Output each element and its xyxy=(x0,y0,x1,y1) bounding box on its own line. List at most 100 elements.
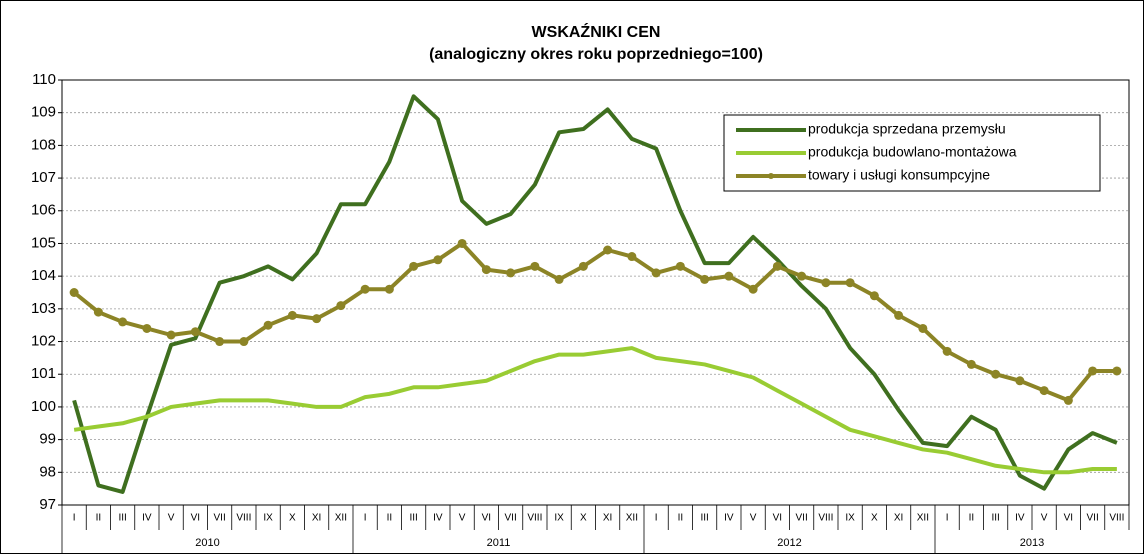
y-tick-label: 100 xyxy=(31,398,56,415)
x-tick-label: V xyxy=(168,513,175,524)
x-tick-label: IV xyxy=(433,513,443,524)
x-tick-label: VI xyxy=(191,513,200,524)
series-line xyxy=(73,346,1117,475)
point xyxy=(287,310,297,320)
x-tick-label: VIII xyxy=(1109,513,1124,524)
x-tick-label: VIII xyxy=(818,513,833,524)
x-tick-label: XI xyxy=(894,513,903,524)
x-tick-label: VII xyxy=(1087,513,1099,524)
x-tick-label: III xyxy=(409,513,417,524)
point xyxy=(991,369,1001,379)
point xyxy=(918,323,928,333)
y-tick-label: 103 xyxy=(31,300,56,317)
x-tick-label: VII xyxy=(214,513,226,524)
point xyxy=(1088,366,1098,376)
point xyxy=(506,268,516,278)
x-tick-label: IX xyxy=(554,513,564,524)
x-tick-label: XI xyxy=(603,513,612,524)
point xyxy=(433,255,443,265)
point xyxy=(69,288,79,297)
point xyxy=(481,265,491,275)
point xyxy=(724,271,734,281)
point xyxy=(1015,376,1025,386)
point xyxy=(190,327,200,337)
y-tick-label: 108 xyxy=(31,136,56,153)
x-tick-label: V xyxy=(459,513,466,524)
x-tick-label: X xyxy=(871,513,878,524)
x-tick-label: XII xyxy=(917,513,929,524)
x-tick-label: II xyxy=(387,513,393,524)
x-tick-label: XII xyxy=(335,513,347,524)
point xyxy=(966,359,976,369)
x-tick-label: IV xyxy=(1015,513,1025,524)
x-group-label: 2011 xyxy=(487,537,511,549)
x-tick-label: IV xyxy=(724,513,734,524)
x-tick-label: V xyxy=(750,513,757,524)
x-tick-label: VI xyxy=(482,513,491,524)
point xyxy=(797,271,807,281)
point xyxy=(215,337,225,347)
y-tick-label: 98 xyxy=(39,463,56,480)
x-tick-label: II xyxy=(96,513,102,524)
x-tick-label: I xyxy=(364,513,367,524)
point xyxy=(530,261,540,271)
x-tick-label: IV xyxy=(142,513,152,524)
point xyxy=(627,252,637,262)
point xyxy=(1063,395,1073,405)
point xyxy=(578,261,588,271)
point xyxy=(894,310,904,320)
point xyxy=(845,278,855,288)
point xyxy=(1112,366,1122,376)
point xyxy=(942,346,952,356)
y-tick-label: 104 xyxy=(31,267,56,284)
point xyxy=(312,314,322,324)
y-tick-label: 106 xyxy=(31,202,56,219)
point xyxy=(772,261,782,271)
chart-title: WSKAŹNIKI CEN xyxy=(532,22,661,41)
point xyxy=(651,268,661,278)
legend-label: produkcja budowlano-montażowa xyxy=(808,144,1017,160)
y-tick-label: 102 xyxy=(31,333,56,350)
x-tick-label: I xyxy=(655,513,658,524)
point xyxy=(93,307,103,317)
point xyxy=(748,284,758,294)
x-tick-label: IX xyxy=(845,513,855,524)
y-tick-label: 109 xyxy=(31,104,56,121)
x-tick-label: VII xyxy=(505,513,517,524)
y-tick-label: 110 xyxy=(32,71,56,88)
x-tick-label: III xyxy=(118,513,126,524)
point xyxy=(360,284,370,294)
x-group-label: 2013 xyxy=(1020,537,1044,549)
point xyxy=(239,337,249,347)
legend-swatch xyxy=(768,173,774,179)
point xyxy=(821,278,831,288)
x-tick-label: II xyxy=(969,513,975,524)
point xyxy=(869,291,879,301)
x-tick-label: V xyxy=(1041,513,1048,524)
x-tick-label: I xyxy=(946,513,949,524)
point xyxy=(336,301,346,311)
x-tick-label: VI xyxy=(773,513,782,524)
x-tick-label: X xyxy=(580,513,587,524)
point xyxy=(457,238,467,248)
point xyxy=(142,323,152,333)
point xyxy=(1039,386,1049,396)
point xyxy=(603,245,613,255)
point xyxy=(263,320,273,330)
y-tick-label: 101 xyxy=(31,365,56,382)
point xyxy=(118,317,128,327)
x-group-label: 2012 xyxy=(777,537,801,549)
x-tick-label: III xyxy=(991,513,999,524)
x-tick-label: IX xyxy=(263,513,273,524)
series-line xyxy=(72,94,1118,494)
x-tick-label: VIII xyxy=(236,513,251,524)
legend-label: towary i usługi konsumpcyjne xyxy=(808,167,990,183)
chart-subtitle: (analogiczny okres roku poprzedniego=100… xyxy=(429,46,763,63)
x-group-label: 2010 xyxy=(195,537,219,549)
y-tick-label: 97 xyxy=(39,496,56,513)
x-tick-label: I xyxy=(73,513,76,524)
point xyxy=(675,261,685,271)
x-tick-label: III xyxy=(700,513,708,524)
point xyxy=(166,330,176,340)
